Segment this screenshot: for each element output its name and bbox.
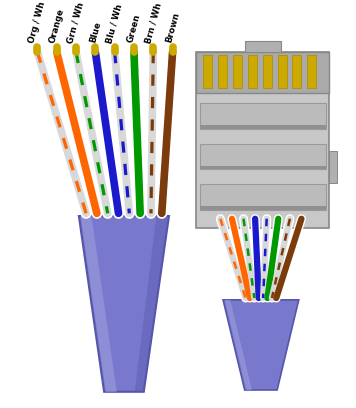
Bar	[196, 52, 329, 228]
Bar	[329, 151, 337, 183]
Text: Orange: Orange	[48, 7, 66, 44]
Text: Grn / Wh: Grn / Wh	[66, 1, 86, 44]
Bar	[263, 55, 272, 88]
Text: Blu / Wh: Blu / Wh	[105, 2, 124, 44]
Bar	[218, 55, 227, 88]
Bar	[233, 55, 242, 88]
Polygon shape	[223, 300, 299, 390]
Bar	[200, 206, 326, 210]
Polygon shape	[225, 300, 252, 390]
Bar	[245, 41, 281, 52]
Polygon shape	[81, 216, 117, 392]
Bar	[196, 52, 329, 93]
Bar	[200, 166, 326, 169]
Text: Org / Wh: Org / Wh	[27, 0, 47, 44]
Bar	[278, 55, 287, 88]
Polygon shape	[79, 216, 169, 392]
Bar	[248, 55, 257, 88]
Bar	[200, 184, 326, 210]
Text: Green: Green	[126, 13, 142, 44]
Text: Brown: Brown	[164, 12, 181, 44]
Bar	[293, 55, 302, 88]
Bar	[200, 144, 326, 169]
Text: Brn / Wh: Brn / Wh	[143, 1, 163, 44]
Polygon shape	[135, 216, 169, 392]
Bar	[200, 103, 326, 129]
Bar	[307, 55, 316, 88]
Text: Blue: Blue	[88, 21, 103, 44]
Bar	[203, 55, 212, 88]
Bar	[200, 125, 326, 129]
